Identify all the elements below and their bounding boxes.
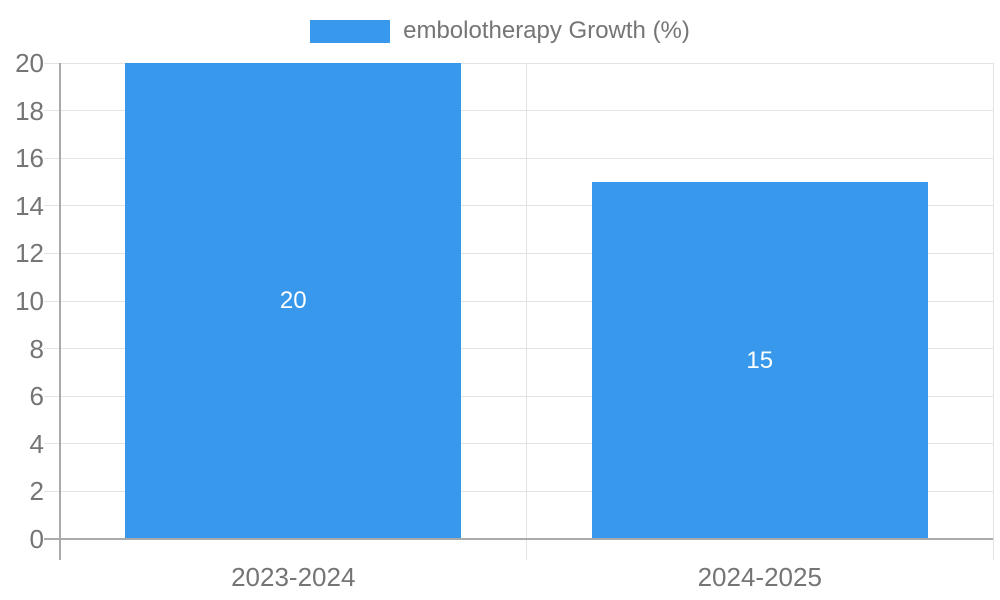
- y-gridline: [44, 252, 993, 254]
- y-tick-label: 12: [15, 238, 44, 269]
- chart-legend[interactable]: embolotherapy Growth (%): [0, 14, 1000, 48]
- y-tick-label: 16: [15, 143, 44, 174]
- x-tick-label: 2023-2024: [231, 562, 356, 592]
- y-tick-label: 20: [15, 48, 44, 78]
- y-tick-label: 2: [29, 476, 44, 507]
- x-boundary-gridline: [992, 63, 994, 560]
- y-gridline: [44, 157, 993, 159]
- legend-label: embolotherapy Growth (%): [403, 17, 690, 44]
- bar-2024-2025[interactable]: [591, 182, 928, 539]
- y-gridline: [44, 443, 993, 445]
- y-tick-label: 14: [15, 190, 44, 221]
- y-axis-line: [59, 63, 61, 560]
- y-tick-label: 6: [29, 381, 44, 412]
- y-tick-label: 4: [29, 428, 44, 459]
- x-boundary-gridline: [526, 63, 527, 560]
- bar-value-label: 15: [746, 346, 774, 374]
- y-gridline: [44, 62, 993, 64]
- y-tick-label: 8: [29, 333, 44, 364]
- legend-swatch: [310, 19, 391, 43]
- bar-2023-2024[interactable]: [125, 63, 462, 539]
- y-gridline: [44, 110, 993, 112]
- y-tick-label: 18: [15, 95, 44, 126]
- y-gridline: [44, 300, 993, 302]
- y-tick-label: 0: [29, 524, 44, 554]
- y-gridline: [44, 205, 993, 207]
- x-tick-label: 2024-2025: [697, 562, 822, 592]
- y-tick-label: 10: [15, 286, 44, 316]
- x-axis-line: [44, 538, 993, 540]
- y-gridline: [44, 395, 993, 397]
- bar-value-label: 20: [279, 287, 307, 314]
- y-gridline: [44, 490, 993, 492]
- y-gridline: [44, 348, 993, 350]
